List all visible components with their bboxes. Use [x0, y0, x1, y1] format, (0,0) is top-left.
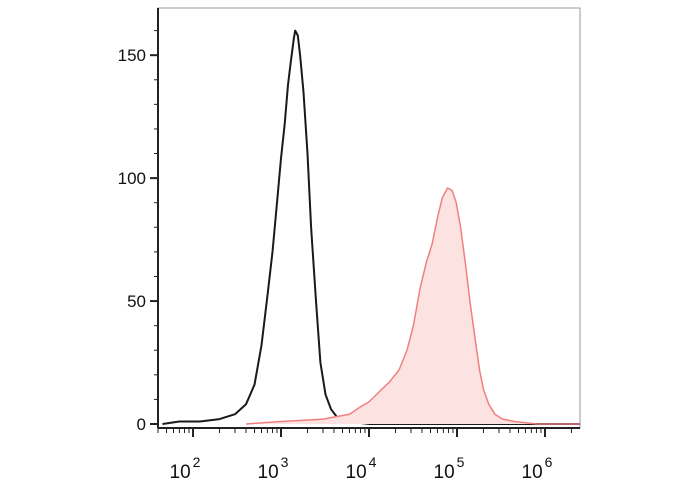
- x-tick-exponent: 4: [369, 454, 377, 470]
- x-tick-exponent: 2: [193, 454, 201, 470]
- series-layer: [162, 29, 580, 425]
- y-tick-label: 100: [118, 169, 146, 188]
- x-tick-label: 10 3: [258, 454, 289, 483]
- series-2-area: [246, 188, 580, 424]
- y-tick-label: 0: [137, 415, 146, 434]
- x-tick-label: 10 2: [170, 454, 201, 483]
- x-tick-label: 10 4: [346, 454, 377, 483]
- x-tick-exponent: 3: [281, 454, 289, 470]
- x-tick-label: 10 5: [434, 454, 465, 483]
- x-tick-exponent: 6: [545, 454, 553, 470]
- series-1-line: [162, 29, 580, 425]
- x-tick-label: 10 6: [522, 454, 553, 483]
- plot-frame: [157, 7, 581, 429]
- y-tick-label: 150: [118, 46, 146, 65]
- x-tick-exponent: 5: [457, 454, 465, 470]
- series-2-line: [245, 187, 580, 425]
- y-tick-label: 50: [127, 292, 146, 311]
